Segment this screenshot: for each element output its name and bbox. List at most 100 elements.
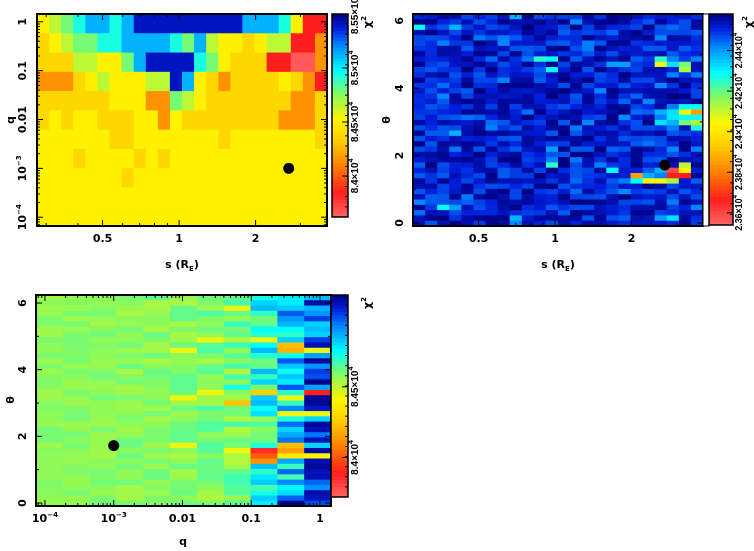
heatmap-cell: [582, 114, 595, 121]
heatmap-cell: [36, 358, 64, 365]
heatmap-cell: [196, 326, 225, 333]
heatmap-cell: [304, 416, 332, 423]
heatmap-cell: [485, 19, 499, 26]
heatmap-cell: [109, 110, 123, 131]
heatmap-cell: [533, 120, 547, 126]
heatmap-cell: [223, 353, 252, 359]
colorbar-swatch: [709, 158, 733, 163]
heatmap-cell: [497, 51, 511, 57]
heatmap-cell: [654, 109, 668, 116]
heatmap-cell: [437, 98, 450, 105]
heatmap-cell: [413, 98, 426, 105]
heatmap-cell: [606, 14, 620, 20]
heatmap-cell: [116, 490, 144, 497]
heatmap-cell: [36, 305, 64, 312]
heatmap-cell: [223, 500, 252, 507]
heatmap-cell: [449, 93, 462, 100]
heatmap-cell: [666, 188, 680, 195]
heatmap-cell: [449, 162, 462, 169]
heatmap-cell: [485, 130, 499, 137]
heatmap-cell: [36, 442, 64, 449]
heatmap-cell: [570, 88, 583, 95]
heatmap-cell: [485, 104, 499, 110]
heatmap-cell: [666, 104, 680, 110]
heatmap-cell: [89, 368, 118, 375]
heatmap-cell: [473, 135, 487, 142]
heatmap-cell: [116, 469, 144, 475]
heatmap-cell: [690, 61, 704, 68]
heatmap-cell: [618, 135, 632, 142]
colorbar-label-text: χ: [742, 21, 754, 28]
heatmap-cell: [449, 56, 462, 63]
heatmap-cell: [642, 61, 656, 68]
heatmap-cell: [266, 110, 280, 131]
heatmap-cell: [437, 88, 450, 95]
heatmap-cell: [654, 146, 668, 153]
heatmap-cell: [425, 157, 438, 163]
heatmap-cell: [606, 178, 620, 185]
colorbar: 2.36×1042.38×1042.4×1042.42×1042.44×104χ…: [702, 13, 754, 231]
heatmap-cell: [413, 104, 426, 110]
x-tick-label: 10−3: [101, 511, 127, 525]
heatmap-cell: [558, 45, 571, 52]
heatmap-cell: [618, 146, 632, 153]
heatmap-cell: [618, 178, 632, 185]
x-tick-label-text: 2: [628, 232, 636, 245]
heatmap-cell: [116, 479, 144, 486]
heatmap-cell: [473, 45, 487, 52]
heatmap-cell: [413, 120, 426, 126]
heatmap-cell: [36, 337, 64, 344]
heatmap-cell: [425, 104, 438, 110]
heatmap-cell: [558, 51, 571, 57]
x-tick-label-text: 0.5: [469, 232, 489, 245]
heatmap-cell: [606, 146, 620, 153]
heatmap-cell: [606, 104, 620, 110]
heatmap-cell: [170, 368, 198, 375]
heatmap-cell: [642, 19, 656, 26]
colorbar-swatch: [709, 17, 733, 22]
colorbar-tick-label-text: 2.38×10: [732, 158, 744, 190]
heatmap-cell: [196, 479, 225, 486]
heatmap-cell: [654, 215, 668, 222]
heatmap-cell: [304, 347, 332, 354]
colorbar-swatch: [331, 459, 348, 464]
heatmap-cell: [558, 19, 571, 26]
colorbar-swatch: [709, 63, 733, 68]
heatmap-cell: [545, 151, 559, 158]
colorbar-swatch: [709, 80, 733, 85]
heatmap-cell: [302, 33, 316, 54]
heatmap-cell: [461, 141, 475, 148]
heatmap-cell: [425, 183, 438, 190]
heatmap-cell: [497, 104, 511, 110]
heatmap-cell: [473, 29, 487, 36]
heatmap-cell: [533, 61, 547, 68]
heatmap-cell: [290, 206, 304, 227]
heatmap-cell: [521, 109, 535, 116]
heatmap-cell: [157, 148, 171, 169]
heatmap-cell: [182, 71, 195, 92]
heatmap-cell: [425, 35, 438, 42]
heatmap-cell: [277, 337, 305, 344]
heatmap-cell: [497, 194, 511, 201]
heatmap-cell: [485, 135, 499, 142]
heatmap-cell: [521, 24, 535, 31]
y-tick-label-text: 2: [393, 152, 406, 160]
colorbar-swatch: [332, 162, 348, 167]
colorbar-swatch: [331, 429, 348, 434]
colorbar-swatch: [331, 486, 348, 491]
heatmap-cell: [223, 442, 252, 449]
heatmap-cell: [157, 71, 171, 92]
heatmap-cell: [196, 389, 225, 396]
heatmap-cell: [678, 215, 692, 222]
heatmap-cell: [145, 187, 159, 208]
heatmap-cell: [509, 130, 523, 137]
heatmap-cell: [690, 157, 704, 163]
heatmap-cell: [521, 220, 535, 227]
heatmap-cell: [97, 168, 111, 189]
heatmap-cell: [121, 206, 135, 227]
heatmap-cell: [558, 93, 571, 100]
heatmap-cell: [196, 379, 225, 386]
heatmap-cell: [277, 358, 305, 365]
heatmap-cell: [278, 71, 292, 92]
heatmap-cell: [206, 52, 219, 73]
